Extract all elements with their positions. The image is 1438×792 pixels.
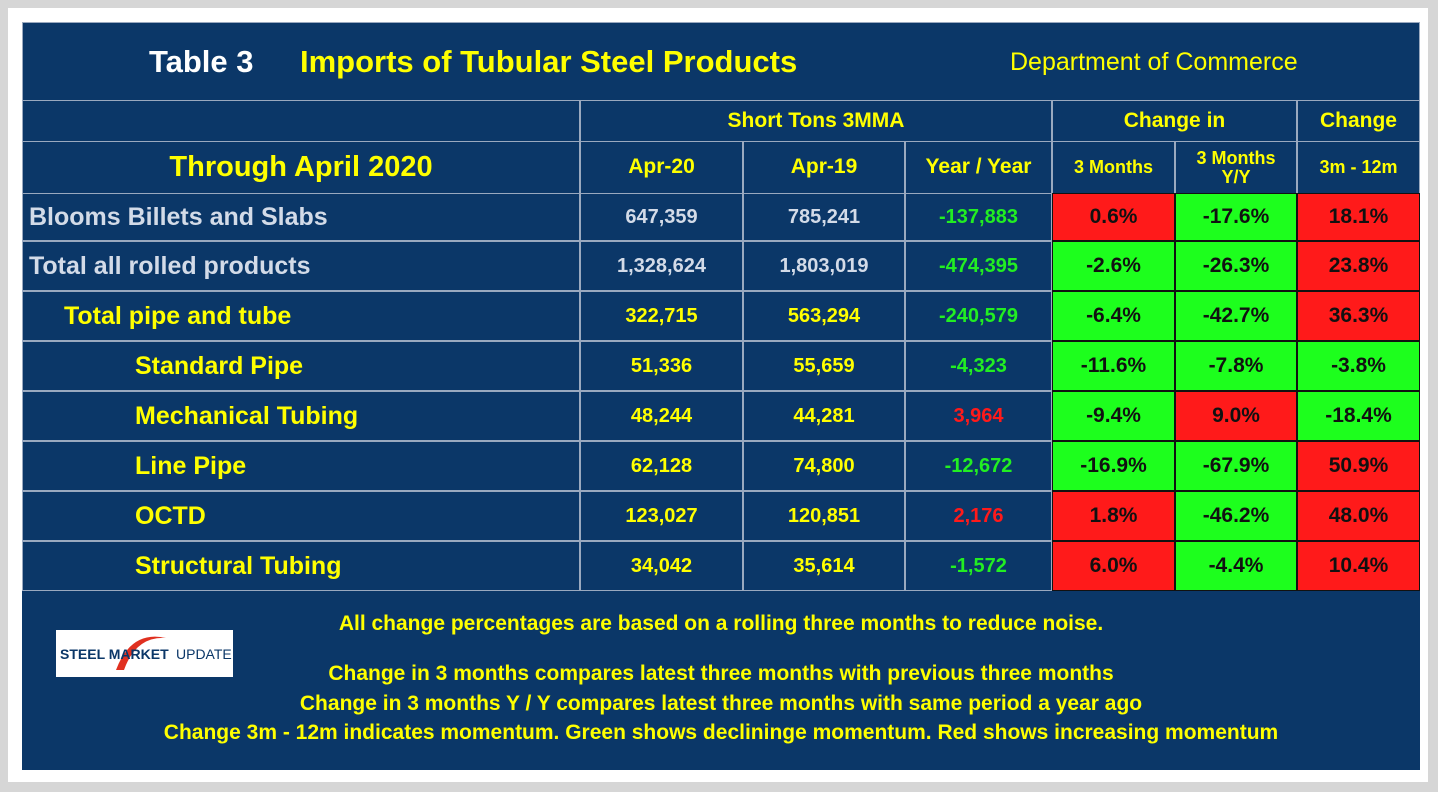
percent-change-cell: -4.4% (1175, 541, 1297, 591)
group-header: Short Tons 3MMA (580, 100, 1052, 142)
percent-change-cell: 6.0% (1052, 541, 1175, 591)
number-cell: 55,659 (743, 341, 905, 391)
source: Department of Commerce (1010, 48, 1298, 76)
column-header: Apr-20 (580, 141, 743, 194)
percent-change-cell: -46.2% (1175, 491, 1297, 541)
title: Imports of Tubular Steel Products (300, 44, 798, 79)
header-blank (22, 100, 580, 142)
number-cell: 785,241 (743, 193, 905, 241)
number-cell: 647,359 (580, 193, 743, 241)
percent-change-cell: 48.0% (1297, 491, 1420, 541)
year-change-cell: -474,395 (905, 241, 1052, 291)
percent-change-cell: 18.1% (1297, 193, 1420, 241)
panel: Table 3 Imports of Tubular Steel Product… (22, 22, 1420, 770)
number-cell: 51,336 (580, 341, 743, 391)
number-cell: 1,803,019 (743, 241, 905, 291)
row-label: Structural Tubing (22, 541, 580, 591)
percent-change-cell: -9.4% (1052, 391, 1175, 441)
note: Change 3m - 12m indicates momentum. Gree… (163, 721, 1279, 744)
percent-change-cell: 0.6% (1052, 193, 1175, 241)
row-label: Blooms Billets and Slabs (22, 193, 580, 241)
number-cell: 34,042 (580, 541, 743, 591)
number-cell: 44,281 (743, 391, 905, 441)
percent-change-cell: -6.4% (1052, 291, 1175, 341)
row-label: Standard Pipe (22, 341, 580, 391)
percent-change-cell: -17.6% (1175, 193, 1297, 241)
year-change-cell: -4,323 (905, 341, 1052, 391)
title-row-border (22, 22, 1420, 101)
number-cell: 48,244 (580, 391, 743, 441)
row-label: Line Pipe (22, 441, 580, 491)
number-cell: 123,027 (580, 491, 743, 541)
percent-change-cell: 23.8% (1297, 241, 1420, 291)
logo: STEEL MARKET UPDATE (56, 630, 233, 677)
year-change-cell: 3,964 (905, 391, 1052, 441)
note: Change in 3 months compares latest three… (328, 662, 1114, 685)
number-cell: 62,128 (580, 441, 743, 491)
percent-change-cell: -2.6% (1052, 241, 1175, 291)
percent-change-cell: 1.8% (1052, 491, 1175, 541)
column-header: 3 Months Y/Y (1175, 141, 1297, 194)
column-header: Year / Year (905, 141, 1052, 194)
column-header: Apr-19 (743, 141, 905, 194)
number-cell: 35,614 (743, 541, 905, 591)
row-label: Total all rolled products (22, 241, 580, 291)
period-header: Through April 2020 (22, 141, 580, 194)
row-label: Mechanical Tubing (22, 391, 580, 441)
logo-brand: STEEL MARKET (60, 646, 169, 662)
note: Change in 3 months Y / Y compares latest… (299, 692, 1143, 715)
percent-change-cell: -16.9% (1052, 441, 1175, 491)
number-cell: 74,800 (743, 441, 905, 491)
percent-change-cell: -11.6% (1052, 341, 1175, 391)
logo-suffix: UPDATE (176, 646, 232, 662)
column-header: 3m - 12m (1297, 141, 1420, 194)
logo-swoosh (116, 636, 166, 670)
percent-change-cell: -7.8% (1175, 341, 1297, 391)
percent-change-cell: 36.3% (1297, 291, 1420, 341)
year-change-cell: -1,572 (905, 541, 1052, 591)
year-change-cell: 2,176 (905, 491, 1052, 541)
year-change-cell: -137,883 (905, 193, 1052, 241)
number-cell: 1,328,624 (580, 241, 743, 291)
group-header: Change in (1052, 100, 1297, 142)
row-label: OCTD (22, 491, 580, 541)
percent-change-cell: 50.9% (1297, 441, 1420, 491)
number-cell: 120,851 (743, 491, 905, 541)
row-label: Total pipe and tube (22, 291, 580, 341)
column-header: 3 Months (1052, 141, 1175, 194)
number-cell: 563,294 (743, 291, 905, 341)
percent-change-cell: -67.9% (1175, 441, 1297, 491)
note: All change percentages are based on a ro… (338, 612, 1104, 635)
number-cell: 322,715 (580, 291, 743, 341)
group-header: Change (1297, 100, 1420, 142)
percent-change-cell: -42.7% (1175, 291, 1297, 341)
year-change-cell: -240,579 (905, 291, 1052, 341)
percent-change-cell: 10.4% (1297, 541, 1420, 591)
percent-change-cell: -3.8% (1297, 341, 1420, 391)
percent-change-cell: 9.0% (1175, 391, 1297, 441)
table-number: Table 3 (149, 44, 254, 79)
year-change-cell: -12,672 (905, 441, 1052, 491)
percent-change-cell: -26.3% (1175, 241, 1297, 291)
percent-change-cell: -18.4% (1297, 391, 1420, 441)
